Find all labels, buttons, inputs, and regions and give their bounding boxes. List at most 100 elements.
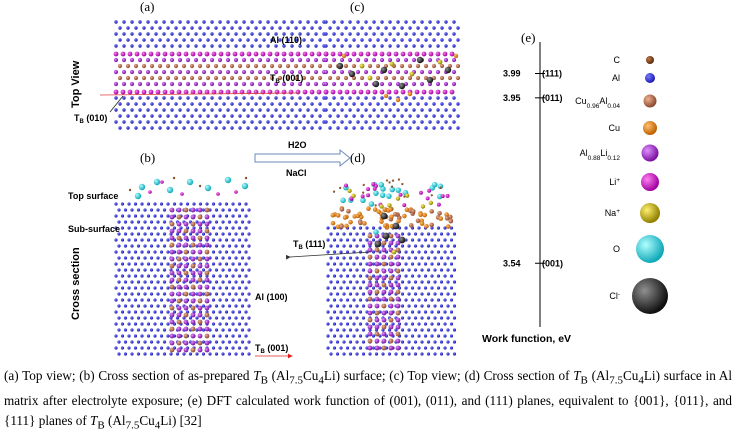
al-atom (221, 352, 225, 356)
c-atom (198, 184, 202, 188)
al-atom (218, 238, 222, 242)
al-atom (361, 352, 366, 356)
al-atom (364, 120, 368, 124)
al-atom (348, 352, 353, 356)
li-atom (351, 51, 357, 57)
tb-atom (301, 75, 307, 81)
al-atom (136, 280, 141, 284)
tb-atom (281, 81, 287, 87)
al-atom (348, 304, 353, 308)
al-atom (230, 102, 234, 106)
al-atom (149, 208, 154, 212)
al-atom (224, 274, 229, 278)
al-atom (146, 238, 151, 242)
li-atom (371, 182, 376, 187)
tb-atom (257, 81, 263, 87)
al-atom (224, 346, 229, 350)
al-atom (430, 274, 434, 278)
o-atom (186, 178, 194, 186)
tb-atom (249, 57, 255, 63)
al-atom (162, 120, 166, 124)
tb-atom (183, 333, 189, 339)
li-atom (400, 89, 406, 95)
tb-atom (204, 340, 210, 346)
cl-atom (380, 212, 388, 220)
tb-atom (407, 63, 413, 69)
al-atom (182, 232, 186, 236)
al-atom (339, 238, 343, 242)
al-atom (188, 232, 193, 236)
tb-001-plane-line (99, 92, 301, 96)
al-atom (238, 26, 242, 30)
al-atom (224, 262, 229, 266)
label-sub-surface: Sub-surface (68, 224, 120, 234)
al-atom (286, 26, 290, 30)
o-atom (379, 192, 386, 199)
al-atom (335, 232, 340, 236)
al-atom (238, 126, 242, 130)
al-atom (250, 96, 254, 100)
tb-atom (197, 319, 203, 325)
tb-atom (153, 81, 159, 87)
al-atom (130, 120, 134, 124)
al-atom (214, 280, 219, 284)
al-atom (240, 256, 245, 260)
al-atom (169, 352, 173, 356)
li-atom (414, 89, 420, 95)
al-atom (266, 120, 270, 124)
al-atom (166, 214, 170, 218)
o-atom (241, 182, 249, 190)
al-atom (417, 262, 421, 266)
li-atom (246, 51, 252, 57)
al-atom (371, 262, 376, 266)
tb-atom (129, 81, 135, 87)
tb-atom (176, 277, 182, 283)
tb-atom (395, 289, 401, 295)
al-atom (158, 114, 162, 118)
al-atom (227, 340, 232, 344)
al-atom (412, 32, 416, 36)
tb-atom (185, 81, 191, 87)
li-atom (442, 51, 448, 57)
al-atom (439, 292, 444, 296)
al-atom (446, 304, 450, 308)
al-atom (358, 286, 363, 290)
al-atom (410, 250, 415, 254)
al-atom (380, 96, 384, 100)
tb-atom (367, 275, 373, 281)
al-atom (413, 304, 418, 308)
al-atom (358, 334, 363, 338)
al-atom (247, 232, 251, 236)
al-atom (146, 214, 151, 218)
cl-atom (372, 80, 380, 88)
tb-atom (176, 284, 182, 290)
label-tb-001-bottom: TB (001) (255, 343, 288, 355)
tb-atom (293, 63, 299, 69)
o-atom (224, 176, 232, 184)
cu-atom (438, 216, 444, 221)
al-atom (206, 38, 210, 42)
al-atom (114, 108, 118, 112)
al-atom (314, 44, 318, 48)
tb-atom (190, 347, 196, 353)
tb-atom (129, 69, 135, 75)
al-atom (221, 340, 225, 344)
tb-atom (367, 289, 373, 295)
li-atom (295, 89, 301, 95)
tb-atom (374, 268, 380, 274)
al-atom (339, 250, 343, 254)
al-atom (227, 244, 232, 248)
al-atom (149, 352, 154, 356)
al-atom (162, 220, 167, 224)
al-atom (136, 316, 141, 320)
al-atom (130, 208, 134, 212)
al-atom (282, 120, 286, 124)
al-atom (342, 352, 346, 356)
al-atom (440, 114, 444, 118)
al-atom (114, 96, 118, 100)
tb-atom (176, 214, 182, 220)
tb-atom (176, 312, 182, 318)
al-atom (126, 26, 130, 30)
al-atom (329, 352, 333, 356)
